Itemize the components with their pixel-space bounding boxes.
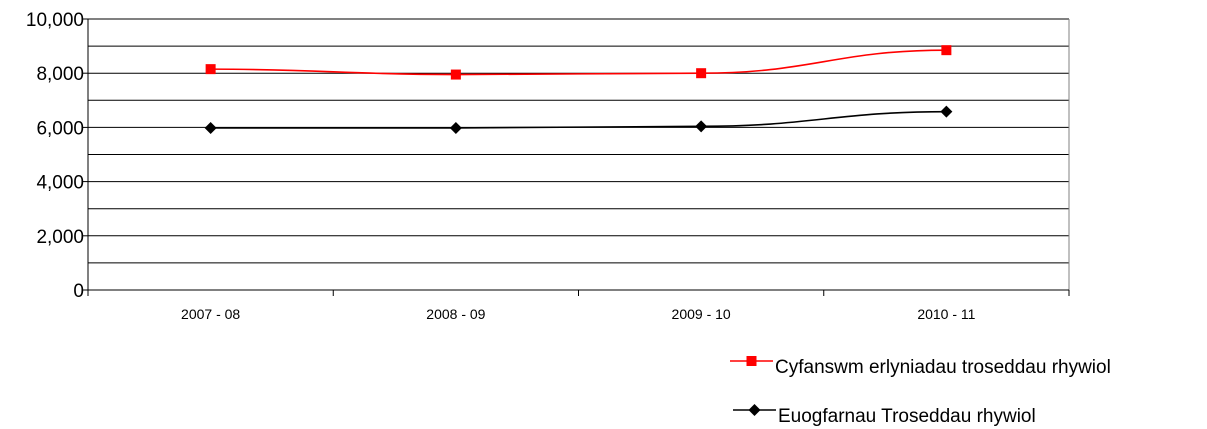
y-tick-label: 6,000 [36, 118, 84, 139]
legend-label: Cyfanswm erlyniadau troseddau rhywiol [775, 357, 1111, 378]
series-convictions [204, 105, 953, 134]
x-tick-label: 2007 - 08 [181, 306, 240, 322]
series-total-prosecutions [205, 45, 952, 80]
gridlines [88, 18, 1069, 264]
x-tick-label: 2008 - 09 [426, 306, 485, 322]
series-line [210, 110, 947, 129]
data-point [449, 121, 462, 134]
data-point [941, 45, 952, 56]
legend-symbol-black-diamond [733, 404, 776, 416]
x-tick-label: 2010 - 11 [917, 306, 975, 322]
x-axis: 2007 - 08 2008 - 09 2009 - 10 2010 - 11 [181, 306, 976, 322]
legend-symbol-red-square [730, 356, 773, 366]
y-tick-label: 0 [73, 281, 84, 302]
legend-marker [746, 356, 757, 366]
data-point [695, 120, 708, 133]
data-point [204, 121, 217, 134]
data-point [450, 69, 461, 80]
data-point [696, 68, 707, 79]
data-point [205, 64, 216, 75]
legend-item-convictions: Euogfarnau Troseddau rhywiol [733, 404, 1036, 427]
y-tick-label: 8,000 [36, 64, 84, 85]
series-line [210, 49, 947, 76]
y-tick-label: 4,000 [36, 173, 84, 194]
series-layer [204, 45, 953, 134]
y-tick-label: 2,000 [36, 227, 84, 248]
x-tick-label: 2009 - 10 [672, 306, 731, 322]
legend: Cyfanswm erlyniadau troseddau rhywiol Eu… [730, 356, 1111, 427]
legend-marker [748, 404, 761, 416]
y-axis: 0 2,000 4,000 6,000 8,000 10,000 [26, 10, 84, 302]
y-tick-label: 10,000 [26, 10, 84, 31]
legend-item-total-prosecutions: Cyfanswm erlyniadau troseddau rhywiol [730, 356, 1111, 378]
data-point [940, 105, 953, 118]
plot-area [83, 18, 1070, 296]
legend-label: Euogfarnau Troseddau rhywiol [778, 406, 1036, 427]
